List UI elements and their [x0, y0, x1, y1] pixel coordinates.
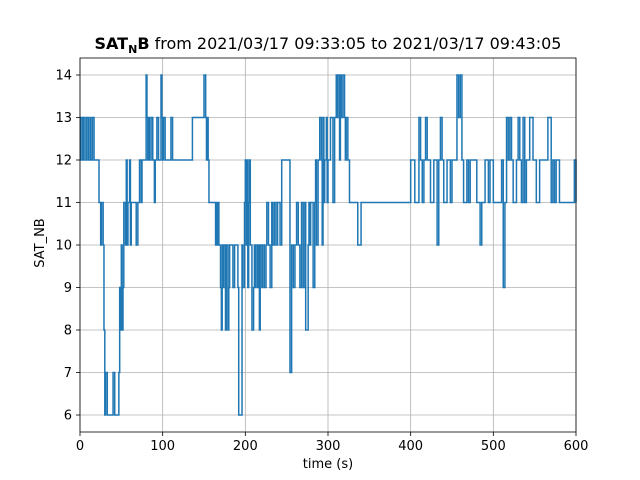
y-tick-label: 13 [55, 111, 72, 126]
series-group [80, 74, 577, 416]
y-tick-label: 9 [64, 281, 72, 296]
y-tick-label: 11 [55, 196, 72, 211]
title-main: SAT [95, 34, 129, 53]
chart-title: SATNB from 2021/03/17 09:33:05 to 2021/0… [95, 34, 562, 56]
y-axis-label: SAT_NB [33, 218, 48, 267]
x-tick-label: 200 [233, 439, 258, 454]
x-tick-label: 400 [398, 439, 423, 454]
y-tick-label: 8 [64, 324, 72, 339]
y-tick-label: 12 [55, 154, 72, 169]
title-bold-suffix: B [137, 34, 149, 53]
x-tick-label: 100 [150, 439, 175, 454]
y-tick-label: 7 [64, 366, 72, 381]
title-subscript: N [128, 43, 137, 56]
series-line [80, 74, 577, 416]
x-axis-label: time (s) [303, 457, 353, 472]
title-rest: from 2021/03/17 09:33:05 to 2021/03/17 0… [150, 34, 562, 53]
x-tick-label: 0 [76, 439, 84, 454]
y-tick-label: 6 [64, 409, 72, 424]
y-tick-label: 14 [55, 69, 72, 84]
x-tick-label: 500 [481, 439, 506, 454]
x-tick-label: 300 [316, 439, 341, 454]
axes: 0 100 200 300 400 500 600 6 7 8 9 10 11 12 13 14 [55, 57, 589, 454]
x-tick-label: 600 [564, 439, 589, 454]
y-tick-label: 10 [55, 239, 72, 254]
